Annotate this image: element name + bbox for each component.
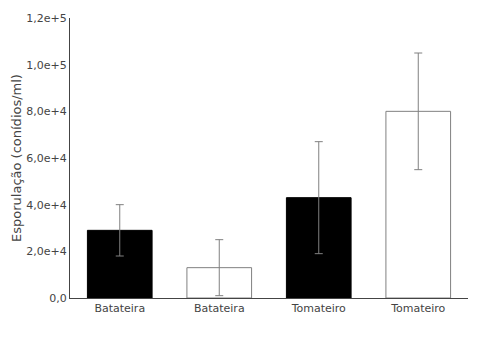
svg-text:Batateira: Batateira xyxy=(194,302,245,315)
svg-text:Batateira: Batateira xyxy=(94,302,145,315)
svg-text:8,0e+4: 8,0e+4 xyxy=(26,105,66,118)
svg-text:0,0: 0,0 xyxy=(49,292,67,305)
svg-text:Tomateiro: Tomateiro xyxy=(291,302,346,315)
svg-text:Esporulação (conídios/ml): Esporulação (conídios/ml) xyxy=(9,74,24,242)
svg-text:6,0e+4: 6,0e+4 xyxy=(26,152,66,165)
svg-text:Tomateiro: Tomateiro xyxy=(390,302,445,315)
svg-text:2,0e+4: 2,0e+4 xyxy=(26,245,66,258)
svg-text:4,0e+4: 4,0e+4 xyxy=(26,199,66,212)
svg-text:1,2e+5: 1,2e+5 xyxy=(26,12,66,25)
svg-text:1,0e+5: 1,0e+5 xyxy=(26,59,66,72)
